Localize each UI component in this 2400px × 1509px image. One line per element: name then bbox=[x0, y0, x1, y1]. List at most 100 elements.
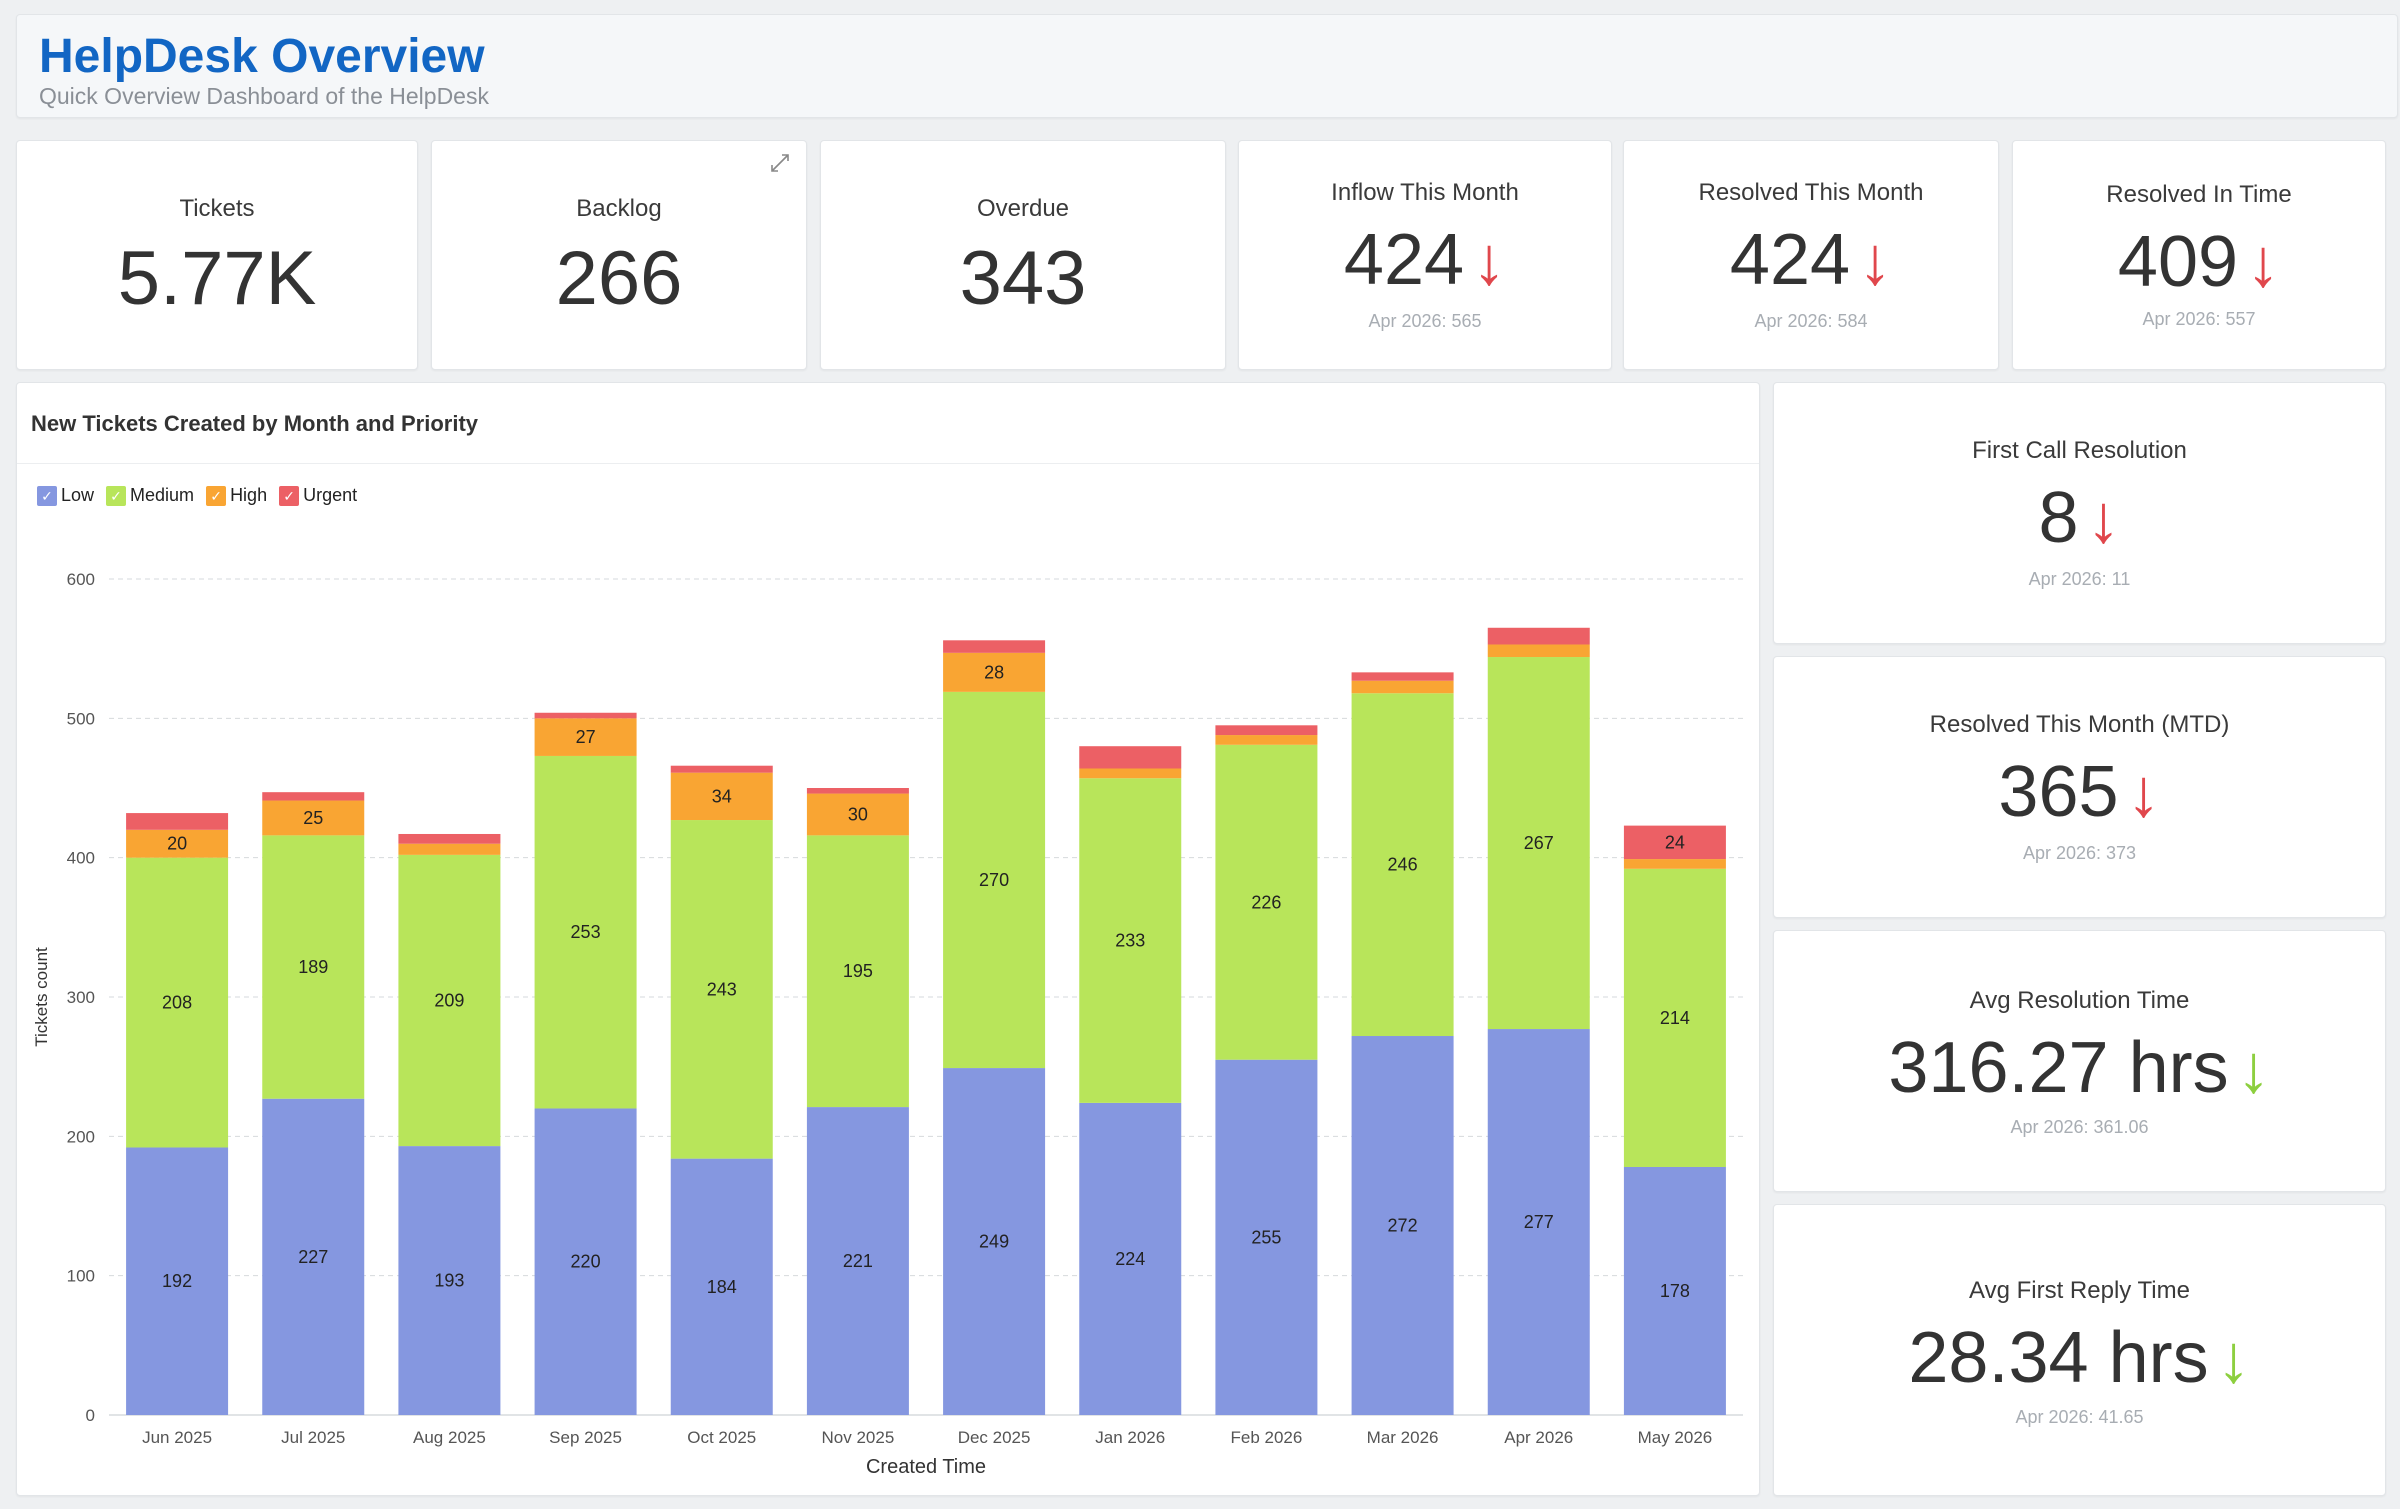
data-label: 227 bbox=[298, 1247, 328, 1267]
trend-down-icon: ↓ bbox=[2246, 225, 2281, 301]
x-tick-label: Mar 2026 bbox=[1367, 1428, 1439, 1447]
data-label: 243 bbox=[707, 979, 737, 999]
kpi-value: 5.77K bbox=[117, 236, 317, 321]
data-label: 178 bbox=[1660, 1281, 1690, 1301]
trend-down-icon: ↓ bbox=[2216, 1321, 2251, 1397]
bar-segment-urgent bbox=[670, 765, 773, 773]
legend-item-urgent[interactable]: ✓ Urgent bbox=[279, 485, 357, 506]
kpi-value: 343 bbox=[959, 236, 1087, 321]
bar-segment-low bbox=[1079, 1102, 1182, 1415]
kpi-value-row: 8 ↓ bbox=[1774, 477, 2385, 559]
bar-segment-high bbox=[534, 718, 637, 756]
bar-segment-high bbox=[670, 772, 773, 821]
legend-item-high[interactable]: ✓ High bbox=[206, 485, 267, 506]
kpi-compare: Apr 2026: 565 bbox=[1368, 311, 1482, 331]
bar-segment-urgent bbox=[943, 640, 1046, 653]
legend-item-medium[interactable]: ✓ Medium bbox=[106, 485, 194, 506]
bar-segment-urgent bbox=[806, 788, 909, 794]
kpi-card-overdue[interactable]: Overdue 343 bbox=[820, 140, 1226, 370]
bar-segment-high bbox=[126, 829, 229, 858]
trend-down-icon: ↓ bbox=[2086, 481, 2121, 557]
kpi-compare: Apr 2026: 557 bbox=[2142, 309, 2256, 329]
kpi-value: 424 bbox=[1729, 220, 1851, 300]
y-tick-label: 500 bbox=[67, 709, 95, 728]
kpi-card-resolved-in-time[interactable]: Resolved In Time 409 ↓ Apr 2026: 557 bbox=[2012, 140, 2386, 370]
x-tick-label: Dec 2025 bbox=[958, 1428, 1031, 1447]
kpi-value: 316.27 hrs bbox=[1888, 1028, 2229, 1108]
kpi-value: 424 bbox=[1343, 220, 1465, 300]
bar-segment-high bbox=[398, 843, 501, 855]
data-label: 184 bbox=[707, 1277, 737, 1297]
x-tick-label: Aug 2025 bbox=[413, 1428, 486, 1447]
bar-segment-low bbox=[1623, 1166, 1726, 1415]
data-label: 20 bbox=[167, 834, 187, 854]
legend-label: Medium bbox=[130, 485, 195, 505]
kpi-card-resolved-this-month[interactable]: Resolved This Month 424 ↓ Apr 2026: 584 bbox=[1623, 140, 1999, 370]
bar-segment-high bbox=[1351, 680, 1454, 694]
data-label: 34 bbox=[712, 786, 732, 806]
bar-segment-urgent bbox=[1079, 746, 1182, 769]
trend-down-icon: ↓ bbox=[1858, 223, 1893, 299]
kpi-label: Resolved In Time bbox=[2106, 181, 2292, 208]
kpi-card-tickets[interactable]: Tickets 5.77K bbox=[16, 140, 418, 370]
kpi-label: Resolved This Month (MTD) bbox=[1929, 711, 2230, 738]
bar-segment-high bbox=[1487, 644, 1590, 658]
data-label: 221 bbox=[843, 1251, 873, 1271]
bar-segment-low bbox=[943, 1068, 1046, 1415]
chart-card-tickets-by-month[interactable]: New Tickets Created by Month and Priorit… bbox=[16, 382, 1760, 1496]
data-label: 220 bbox=[571, 1252, 601, 1272]
legend-item-low[interactable]: ✓ Low bbox=[37, 485, 94, 506]
bar-segment-medium bbox=[806, 835, 909, 1108]
y-tick-label: 400 bbox=[67, 849, 95, 868]
bar-segment-medium bbox=[670, 820, 773, 1159]
y-axis-title: Tickets count bbox=[32, 947, 51, 1047]
kpi-card-resolved-this-month-mtd[interactable]: Resolved This Month (MTD) 365 ↓ Apr 2026:… bbox=[1773, 656, 2386, 918]
x-tick-label: Sep 2025 bbox=[549, 1428, 622, 1447]
bar-segment-high bbox=[943, 652, 1046, 692]
bar-segment-medium bbox=[943, 691, 1046, 1069]
page-subtitle: Quick Overview Dashboard of the HelpDesk bbox=[39, 83, 489, 109]
data-label: 209 bbox=[434, 990, 464, 1010]
bar-segment-low bbox=[1487, 1029, 1590, 1415]
legend-label: High bbox=[230, 485, 268, 505]
data-label: 189 bbox=[298, 957, 328, 977]
data-label: 226 bbox=[1251, 892, 1281, 912]
data-label: 24 bbox=[1665, 832, 1685, 852]
kpi-value: 266 bbox=[555, 236, 683, 321]
data-label: 246 bbox=[1388, 855, 1418, 875]
kpi-card-avg-first-reply-time[interactable]: Avg First Reply Time 28.34 hrs ↓ Apr 2026… bbox=[1773, 1204, 2386, 1496]
kpi-card-backlog[interactable]: Backlog 266 bbox=[431, 140, 807, 370]
kpi-card-first-call-resolution[interactable]: First Call Resolution 8 ↓ Apr 2026: 11 bbox=[1773, 382, 2386, 644]
bar-segment-medium bbox=[1351, 693, 1454, 1037]
chart-plot: 0 100 200 300 400 500 600 192 208 20 Jun 2025 227 18… bbox=[32, 570, 1743, 1478]
kpi-value: 28.34 hrs bbox=[1908, 1318, 2209, 1398]
kpi-label: Avg Resolution Time bbox=[1969, 987, 2190, 1014]
kpi-card-avg-resolution-time[interactable]: Avg Resolution Time 316.27 hrs ↓ Apr 2026… bbox=[1773, 930, 2386, 1192]
bar-segment-high bbox=[1623, 859, 1726, 869]
bar-segment-medium bbox=[1623, 868, 1726, 1167]
x-tick-label: Feb 2026 bbox=[1230, 1428, 1302, 1447]
bar-segment-low bbox=[806, 1107, 909, 1415]
trend-down-icon: ↓ bbox=[2236, 1031, 2271, 1107]
bar-segment-medium bbox=[262, 835, 365, 1099]
kpi-label: Overdue bbox=[976, 195, 1070, 222]
data-label: 193 bbox=[434, 1271, 464, 1291]
legend-check-icon: ✓ bbox=[37, 485, 57, 506]
kpi-value-row: 424 ↓ bbox=[1624, 219, 1998, 301]
kpi-label: Resolved This Month bbox=[1698, 179, 1924, 206]
y-tick-label: 300 bbox=[67, 988, 95, 1007]
data-label: 267 bbox=[1524, 833, 1554, 853]
kpi-compare: Apr 2026: 373 bbox=[2022, 843, 2137, 863]
kpi-label: Inflow This Month bbox=[1331, 179, 1519, 206]
trend-down-icon: ↓ bbox=[2126, 755, 2161, 831]
bar-segment-urgent bbox=[1487, 627, 1590, 645]
x-tick-label: Jan 2026 bbox=[1095, 1428, 1165, 1447]
expand-icon[interactable] bbox=[768, 151, 792, 175]
kpi-card-inflow-this-month[interactable]: Inflow This Month 424 ↓ Apr 2026: 565 bbox=[1238, 140, 1612, 370]
chart-legend: ✓ Low ✓ Medium ✓ High ✓ Urgent bbox=[37, 485, 357, 506]
trend-down-icon: ↓ bbox=[1472, 223, 1507, 299]
kpi-label: First Call Resolution bbox=[1972, 437, 2187, 464]
kpi-value-row: 409 ↓ bbox=[2013, 221, 2385, 303]
kpi-value: 365 bbox=[1998, 752, 2119, 832]
kpi-value-row: 424 ↓ bbox=[1239, 219, 1611, 301]
